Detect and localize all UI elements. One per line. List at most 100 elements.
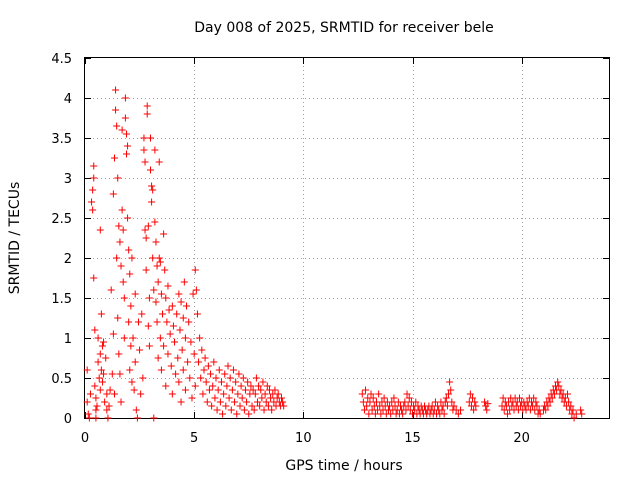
data-point (172, 370, 180, 378)
data-point (232, 378, 240, 386)
data-point (442, 394, 450, 402)
data-point (117, 262, 125, 270)
data-point (577, 406, 585, 414)
data-point (114, 314, 122, 322)
data-point (113, 254, 121, 262)
data-point (257, 386, 265, 394)
data-point (152, 298, 160, 306)
y-tick-label: 3.5 (51, 132, 72, 147)
data-point (380, 394, 388, 402)
data-point (214, 386, 222, 394)
data-point (92, 406, 100, 414)
data-point (127, 302, 135, 310)
data-point (149, 254, 157, 262)
data-point (466, 390, 474, 398)
data-point (164, 350, 172, 358)
data-point (181, 334, 189, 342)
y-tick-label: 1.5 (51, 292, 72, 307)
data-point (157, 290, 165, 298)
data-point (499, 394, 507, 402)
data-point (91, 326, 99, 334)
data-point (195, 358, 203, 366)
data-point (128, 378, 136, 386)
data-point (247, 382, 255, 390)
data-point (162, 294, 170, 302)
data-point (122, 130, 130, 138)
data-point (95, 374, 103, 382)
data-point (118, 206, 126, 214)
data-point (149, 186, 157, 194)
data-point (112, 86, 120, 94)
data-point (131, 290, 139, 298)
data-point (155, 158, 163, 166)
y-tick-label: 4.5 (51, 52, 72, 67)
data-point (121, 114, 129, 122)
x-axis-label: GPS time / hours (285, 458, 402, 474)
data-point (570, 414, 578, 422)
data-point (92, 394, 100, 402)
data-point (211, 394, 219, 402)
data-point (198, 346, 206, 354)
data-point (267, 394, 275, 402)
data-point (448, 398, 456, 406)
data-point (388, 398, 396, 406)
data-point (142, 234, 150, 242)
data-point (403, 390, 411, 398)
data-point (139, 374, 147, 382)
data-point (179, 314, 187, 322)
data-point (171, 338, 179, 346)
data-point (213, 406, 221, 414)
data-point (83, 366, 91, 374)
data-point (103, 406, 111, 414)
data-point (260, 406, 268, 414)
data-point (484, 400, 492, 408)
data-point (220, 390, 228, 398)
data-point (245, 410, 253, 418)
data-point (163, 318, 171, 326)
data-point (133, 414, 141, 422)
y-tick-label: 4 (64, 92, 72, 107)
data-point (362, 386, 370, 394)
data-point (145, 342, 153, 350)
data-point (544, 402, 552, 410)
data-point (101, 398, 109, 406)
data-point (89, 206, 97, 214)
data-point (91, 382, 99, 390)
data-point (90, 174, 98, 182)
data-point (274, 390, 282, 398)
data-point (205, 386, 213, 394)
data-point (176, 326, 184, 334)
data-point (173, 310, 181, 318)
data-point (108, 370, 116, 378)
y-tick-label: 2 (64, 252, 72, 267)
data-point (179, 366, 187, 374)
data-point (148, 198, 156, 206)
data-point (367, 390, 375, 398)
data-point (447, 386, 455, 394)
data-point (94, 358, 102, 366)
data-point (166, 330, 174, 338)
data-point (253, 398, 261, 406)
data-point (554, 378, 562, 386)
data-point (162, 382, 170, 390)
data-point (120, 294, 128, 302)
data-point (110, 390, 118, 398)
data-point (446, 378, 454, 386)
data-point (97, 366, 105, 374)
data-point (469, 394, 477, 402)
data-point (405, 394, 413, 402)
data-point (250, 406, 258, 414)
data-point (183, 302, 191, 310)
data-point (110, 154, 118, 162)
data-point (196, 334, 204, 342)
data-point (160, 342, 168, 350)
data-point (533, 402, 541, 410)
data-point (258, 394, 266, 402)
data-point (124, 142, 132, 150)
data-point (280, 402, 288, 410)
data-point (94, 334, 102, 342)
data-point (109, 330, 117, 338)
data-point (122, 150, 130, 158)
data-point (190, 350, 198, 358)
data-point (151, 218, 159, 226)
